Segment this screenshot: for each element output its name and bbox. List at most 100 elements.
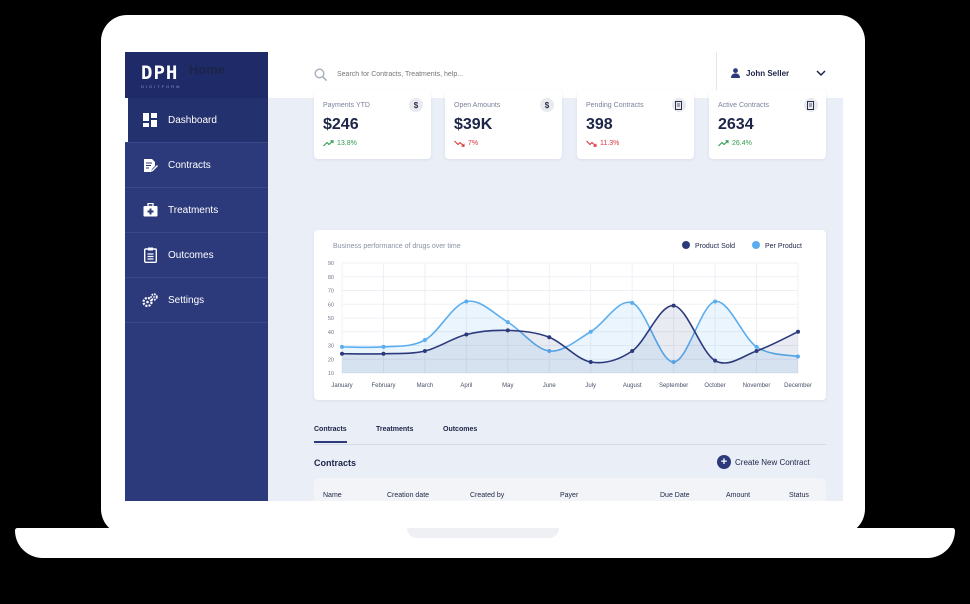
sidebar-item-settings[interactable]: Settings [125,278,268,323]
data-point [754,344,759,349]
data-point [422,349,427,353]
sidebar-item-outcomes[interactable]: Outcomes [125,233,268,278]
data-point [713,299,718,304]
data-point [671,360,676,364]
laptop-notch [407,528,559,538]
card-label: Payments YTD [323,102,370,109]
card-label: Pending Contracts [586,102,644,109]
y-tick-label: 40 [328,330,334,336]
card-change: 11.3% [586,140,619,147]
medkit-icon [142,202,158,218]
gears-icon [142,292,158,308]
y-tick-label: 90 [328,261,334,267]
performance-chart: Business performance of drugs over time P… [328,241,812,389]
data-point [713,358,718,363]
logo[interactable]: DPH [141,62,179,84]
card-label: Active Contracts [718,102,769,109]
data-point [796,329,800,334]
user-menu[interactable]: John Seller [731,68,789,78]
create-contract-button[interactable]: + Create New Contract [717,455,810,469]
search-input[interactable] [335,70,539,79]
column-header[interactable]: Status [789,492,809,499]
x-tick-label: November [743,383,771,389]
y-tick-label: 30 [328,344,334,350]
x-tick-label: January [331,383,352,389]
sidebar-item-dashboard[interactable]: Dashboard [125,98,268,143]
data-point [464,299,469,304]
sidebar: DPH DIGITFORM Dashboard Contracts Treatm… [125,52,268,501]
contract-edit-icon [142,157,158,173]
data-point [630,349,635,353]
user-icon [731,68,740,78]
logo-subtitle: DIGITFORM [141,84,182,89]
sidebar-item-label: Contracts [168,159,211,171]
tab-contracts[interactable]: Contracts [314,426,347,443]
x-tick-label: December [784,383,812,389]
sidebar-item-treatments[interactable]: Treatments [125,188,268,233]
chevron-down-icon[interactable] [816,70,826,77]
x-tick-label: August [623,383,642,389]
x-tick-label: September [659,383,688,389]
search-icon[interactable] [314,68,327,81]
x-tick-label: July [585,383,596,389]
data-point [796,354,800,359]
legend-label: Product Sold [695,243,735,250]
document-icon [672,98,686,112]
trend-down-icon [586,140,597,147]
column-header[interactable]: Name [323,492,342,499]
data-point [671,303,676,308]
x-tick-label: April [460,383,472,389]
page-title: Home [189,62,226,77]
data-point [588,329,593,334]
user-name: John Seller [746,68,790,78]
y-tick-label: 10 [328,371,334,377]
y-tick-label: 50 [328,316,334,322]
column-header[interactable]: Created by [470,492,505,499]
card-value: 2634 [718,116,754,133]
x-tick-label: February [371,383,395,389]
dashboard-icon [142,112,158,128]
data-point [547,349,552,353]
sidebar-item-contracts[interactable]: Contracts [125,143,268,188]
tab-treatments[interactable]: Treatments [376,426,414,433]
contracts-section-title: Contracts [314,458,357,468]
data-point [422,338,427,342]
sidebar-item-label: Dashboard [168,114,217,126]
x-tick-label: October [704,383,725,389]
legend-marker [752,241,760,249]
y-tick-label: 70 [328,289,334,295]
column-header[interactable]: Payer [560,492,579,499]
dollar-icon: $ [409,98,423,112]
trend-up-icon [718,140,729,147]
stat-card-open-amounts: Open Amounts $ $39K 7% [445,90,562,159]
sidebar-item-label: Settings [168,294,205,306]
legend-marker [682,241,690,249]
y-tick-label: 80 [328,275,334,281]
data-point [630,300,635,305]
card-change-value: 7% [468,140,479,147]
card-value: $246 [323,116,359,133]
dollar-icon: $ [540,98,554,112]
column-header[interactable]: Due Date [660,492,690,499]
x-tick-label: June [543,383,557,389]
create-contract-label: Create New Contract [735,457,810,467]
card-change-value: 13.8% [337,140,357,147]
logo-area: DPH DIGITFORM [125,52,268,98]
chart-card: Business performance of drugs over time P… [314,230,826,400]
stat-card-pending-contracts: Pending Contracts 398 11.3% [577,90,694,159]
sidebar-item-label: Treatments [168,204,219,216]
card-change: 26.4% [718,140,752,147]
data-point [464,332,469,337]
divider [716,52,717,98]
column-header[interactable]: Amount [726,492,751,499]
tab-bar: Contracts Treatments Outcomes [314,420,826,445]
search-bar [314,68,539,81]
series-area [342,305,798,373]
column-header[interactable]: Creation date [387,492,430,499]
tab-outcomes[interactable]: Outcomes [443,426,478,433]
chart-title: Business performance of drugs over time [333,243,461,250]
sidebar-item-label: Outcomes [168,249,214,261]
data-point [588,360,593,364]
data-point [754,349,759,353]
legend-label: Per Product [765,243,802,250]
